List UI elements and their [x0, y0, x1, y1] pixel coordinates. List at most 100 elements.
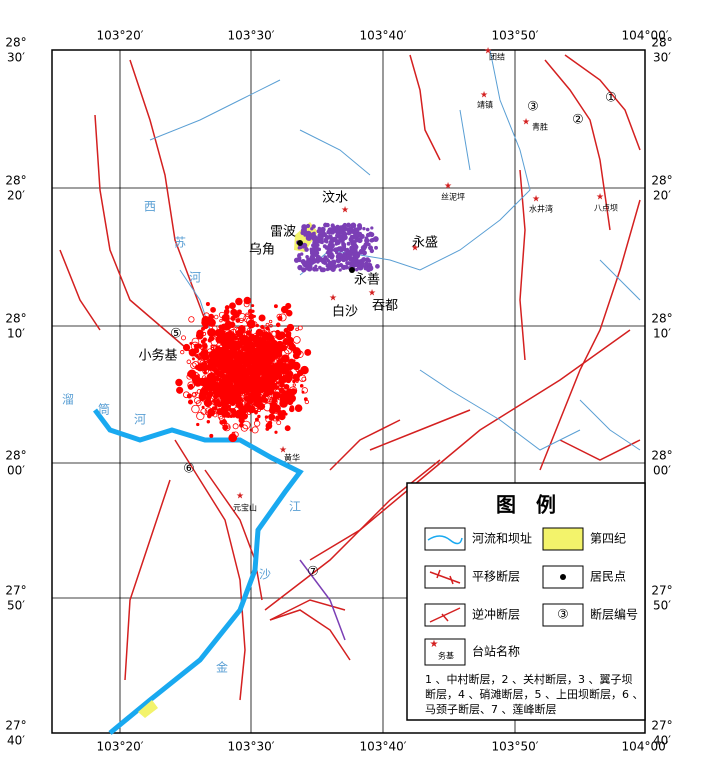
lat-label: 28°: [5, 36, 26, 50]
quake: [269, 406, 277, 415]
quake: [254, 363, 262, 371]
legend-note: 1 、中村断层，2 、关村断层，3 、翼子坝: [425, 672, 632, 686]
quake: [275, 416, 280, 420]
quake: [328, 260, 335, 267]
quake: [318, 265, 322, 270]
quake: [217, 334, 224, 341]
quake: [312, 238, 317, 243]
legend-item: 断层编号: [590, 607, 638, 622]
legend-sample: 务基: [438, 651, 454, 661]
lat-label: 10′: [7, 327, 25, 341]
quake: [235, 414, 240, 419]
quake: [224, 353, 234, 363]
lat-label: 28°: [5, 449, 26, 463]
lat-label: 28°: [651, 449, 672, 463]
station-label: 团结: [489, 52, 505, 62]
quake: [249, 428, 253, 432]
quake: [335, 228, 340, 234]
quake: [195, 400, 202, 406]
quake: [176, 386, 184, 394]
quake: [326, 265, 332, 271]
quake: [284, 425, 291, 432]
quake: [262, 397, 268, 403]
place-label: 永善: [354, 272, 380, 288]
quake: [330, 226, 336, 232]
lat-label: 50′: [7, 599, 25, 613]
quake: [353, 232, 359, 238]
quake: [372, 236, 379, 242]
quake: [268, 413, 276, 421]
quake: [210, 365, 219, 374]
quake: [249, 399, 254, 403]
quake: [227, 355, 235, 363]
quake: [237, 342, 241, 346]
quake: [366, 267, 371, 273]
lat-label: 00′: [653, 464, 671, 478]
quake: [361, 257, 367, 263]
quake: [249, 333, 255, 339]
quake: [301, 376, 307, 382]
quake: [280, 358, 284, 362]
quake: [346, 231, 351, 236]
lat-label: 28°: [651, 174, 672, 188]
river-label: 苏: [174, 236, 186, 250]
fault: [299, 559, 346, 641]
quake: [211, 407, 215, 411]
quake: [285, 377, 292, 384]
lon-label: 103°40′: [360, 740, 407, 754]
fault-number: ①: [605, 91, 617, 106]
legend-item: 居民点: [590, 570, 626, 584]
quake: [275, 381, 280, 385]
quake: [180, 350, 185, 355]
quake: [205, 401, 211, 408]
quake: [194, 397, 201, 404]
quake: [325, 257, 329, 261]
quake: [191, 404, 200, 414]
quake: [255, 330, 261, 336]
quake: [216, 408, 224, 416]
quake: [234, 382, 241, 389]
quake: [300, 252, 304, 256]
quake: [187, 399, 194, 405]
quake: [245, 350, 254, 359]
legend-title: 图 例: [496, 493, 556, 517]
quake: [225, 318, 229, 323]
station-label: 八点坝: [594, 204, 618, 213]
quake: [339, 225, 344, 230]
quake: [194, 364, 201, 370]
quake: [233, 396, 237, 400]
quake: [297, 258, 302, 263]
quake: [307, 266, 313, 272]
quake: [365, 227, 370, 232]
quake: [196, 422, 200, 427]
lon-label: 104°00′: [622, 29, 669, 43]
legend-item: 逆冲断层: [472, 607, 520, 622]
lat-label: 20′: [7, 189, 25, 203]
quake: [175, 378, 183, 387]
quake: [188, 316, 195, 323]
station-star: ★: [279, 446, 287, 456]
settlement: [297, 240, 303, 246]
quake: [235, 340, 244, 348]
quake: [369, 232, 375, 238]
quake: [256, 407, 261, 412]
quake: [352, 251, 358, 257]
quake: [186, 359, 192, 365]
quake: [238, 389, 244, 395]
quake: [236, 409, 240, 414]
quake: [318, 258, 322, 262]
quake: [335, 257, 342, 264]
station-star: ★: [480, 91, 488, 101]
quake: [297, 325, 303, 331]
quake: [267, 385, 274, 392]
lat-label: 00′: [7, 464, 25, 478]
quake: [181, 335, 186, 341]
quake: [358, 233, 363, 238]
quake: [374, 245, 378, 250]
quake: [224, 305, 230, 310]
quake: [280, 409, 287, 416]
quake: [209, 433, 214, 438]
quake: [252, 373, 257, 378]
